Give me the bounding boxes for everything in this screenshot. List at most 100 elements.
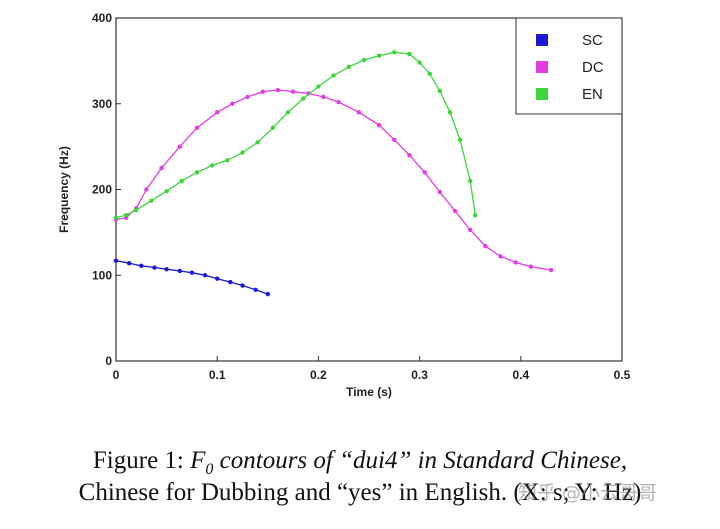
data-point-sc [189,270,195,275]
data-point-en [225,158,230,163]
data-point-en [376,53,382,58]
data-point-dc [437,189,443,195]
series-layer [113,50,554,297]
y-tick-label: 100 [92,268,112,282]
x-tick-label: 0 [113,368,120,382]
tick-labels: 0 100 200 300 400 0 0.1 0.2 0.3 0.4 0.5 [92,11,631,382]
x-tick-label: 0.4 [512,368,529,382]
data-point-sc [164,267,169,272]
data-point-en [164,189,169,194]
data-point-dc [215,110,220,115]
data-point-dc [483,243,488,249]
data-point-dc [356,110,362,115]
data-point-en [240,150,245,155]
series-dc [113,87,554,273]
data-point-dc [230,101,235,106]
legend-box [515,17,623,115]
watermark: 知乎 @小云哥哥 [518,482,658,504]
legend: SC DC EN [515,17,623,115]
data-point-dc [290,89,296,94]
data-point-sc [253,287,258,293]
data-point-en [437,88,443,94]
data-point-dc [321,94,326,100]
data-point-sc [202,273,208,278]
data-point-dc [392,137,397,142]
data-point-dc [306,91,311,96]
data-point-dc [260,89,265,94]
data-point-en [209,163,215,168]
data-point-dc [275,87,281,93]
data-point-sc [265,291,270,297]
series-en [113,50,478,220]
data-point-sc [240,283,245,288]
data-point-en [331,73,336,78]
data-point-en [473,213,478,218]
data-point-en [113,215,119,220]
data-point-dc [159,165,164,171]
legend-swatch-dc [536,61,548,73]
legend-label-dc: DC [582,59,604,76]
y-axis-label: Frequency (Hz) [57,146,71,233]
data-point-en [407,51,412,57]
data-point-sc [113,258,119,263]
data-point-dc [376,122,382,128]
data-point-en [468,178,473,184]
data-point-en [285,110,291,115]
data-point-en [301,96,306,101]
data-point-sc [139,263,144,269]
data-point-dc [422,170,427,175]
legend-label-en: EN [582,86,603,103]
data-point-dc [528,264,534,269]
data-point-dc [548,267,554,273]
x-tick-label: 0.3 [411,368,428,382]
data-point-sc [228,279,233,285]
data-point-en [346,64,351,70]
caption-f0-symbol: F [190,447,206,474]
series-line-sc [115,260,269,295]
x-tick-label: 0.1 [209,368,226,382]
data-point-en [270,125,276,130]
data-point-dc [468,227,473,233]
data-point-sc [215,276,220,281]
data-point-dc [245,94,250,100]
data-point-en [447,110,453,115]
data-point-dc [177,144,182,149]
x-axis-label: Time (s) [346,385,392,399]
caption-prefix: Figure 1: [92,447,191,474]
data-point-en [457,137,463,142]
y-tick-label: 400 [92,11,112,25]
data-point-dc [452,208,458,214]
data-point-en [427,71,432,76]
data-point-en [316,84,321,89]
caption-f0-subscript: 0 [205,461,214,478]
data-point-dc [407,153,412,158]
legend-swatch-en [536,88,548,100]
legend-label-sc: SC [582,32,603,49]
series-sc [113,258,270,297]
caption-line1-text: contours of “dui4” in Standard Chinese, [213,447,628,474]
data-point-en [123,213,129,218]
x-tick-label: 0.2 [310,368,327,382]
data-point-en [179,178,184,184]
y-tick-label: 300 [92,97,112,111]
data-point-dc [336,99,341,105]
data-point-dc [498,254,503,259]
data-point-dc [194,125,200,130]
data-point-dc [513,260,518,265]
y-tick-label: 0 [105,354,112,368]
data-point-en [417,60,422,65]
data-point-sc [177,268,182,274]
legend-swatch-sc [536,34,548,46]
data-point-en [194,170,200,175]
caption-line-2: Chinese for Dubbing and “yes” in English… [78,479,642,506]
data-point-sc [152,265,157,270]
data-point-en [392,50,397,55]
data-point-sc [126,261,132,266]
data-point-dc [144,187,149,192]
series-line-en [115,51,476,219]
data-point-en [134,207,139,213]
caption-line-1: Figure 1: F0 contours of “dui4” in Stand… [0,446,720,485]
chart-axes [115,17,623,362]
data-point-en [361,57,367,63]
